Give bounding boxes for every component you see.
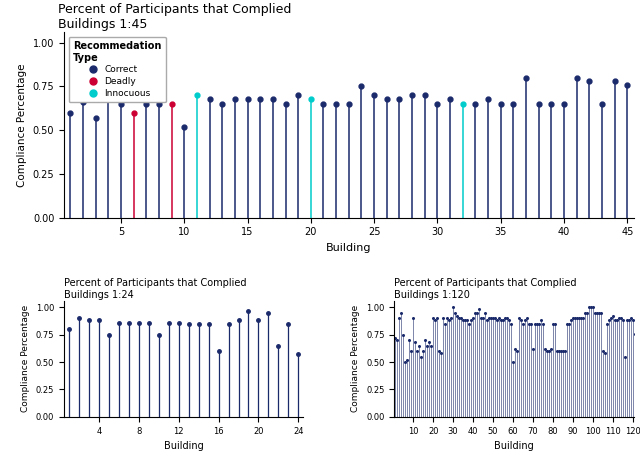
- Y-axis label: Compliance Percentage: Compliance Percentage: [351, 305, 360, 412]
- Text: Percent of Participants that Complied
Buildings 1:24: Percent of Participants that Complied Bu…: [64, 278, 246, 300]
- Text: Percent of Participants that Complied
Buildings 1:45: Percent of Participants that Complied Bu…: [58, 3, 292, 31]
- X-axis label: Building: Building: [494, 441, 534, 451]
- Y-axis label: Compliance Percentage: Compliance Percentage: [17, 63, 27, 187]
- X-axis label: Building: Building: [326, 243, 372, 253]
- Legend: Correct, Deadly, Innocuous: Correct, Deadly, Innocuous: [68, 37, 166, 102]
- Y-axis label: Compliance Percentage: Compliance Percentage: [21, 305, 30, 412]
- Text: Percent of Participants that Complied
Buildings 1:120: Percent of Participants that Complied Bu…: [394, 278, 577, 300]
- X-axis label: Building: Building: [164, 441, 204, 451]
